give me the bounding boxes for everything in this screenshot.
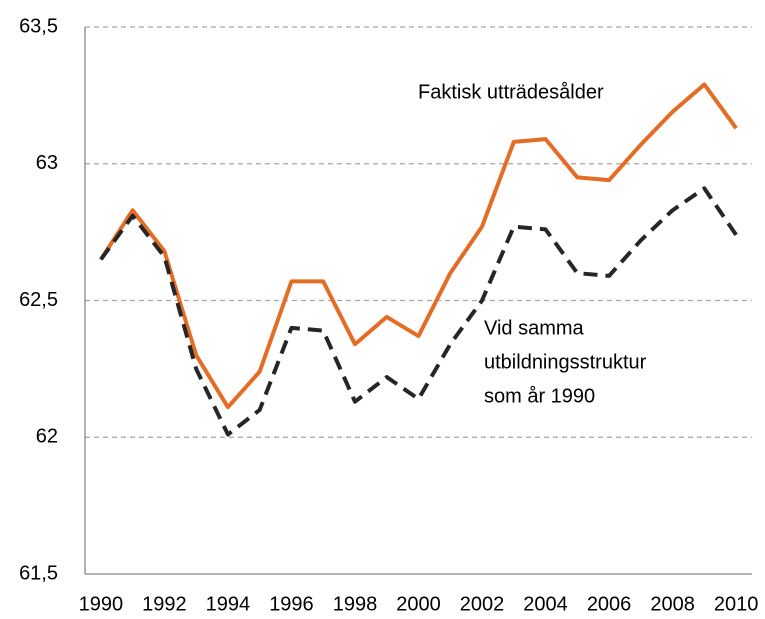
x-tick-label: 2006 xyxy=(587,593,632,615)
x-tick-label: 1992 xyxy=(142,593,187,615)
x-tick-label: 2004 xyxy=(523,593,568,615)
y-tick-label: 62 xyxy=(36,426,58,448)
x-tick-label: 2002 xyxy=(460,593,505,615)
x-tick-label: 2008 xyxy=(650,593,695,615)
x-tick-label: 1990 xyxy=(79,593,124,615)
x-tick-label: 1994 xyxy=(206,593,251,615)
y-tick-label: 61,5 xyxy=(19,562,58,584)
y-tick-label: 63,5 xyxy=(19,15,58,37)
series-label: Faktisk utträdesålder xyxy=(418,81,604,103)
y-tick-label: 62,5 xyxy=(19,289,58,311)
series-line xyxy=(99,186,738,437)
x-tick-label: 1996 xyxy=(269,593,314,615)
series-label: som år 1990 xyxy=(484,385,595,407)
y-tick-label: 63 xyxy=(36,152,58,174)
series-line xyxy=(99,82,738,410)
series-label: utbildningsstruktur xyxy=(484,351,647,373)
x-tick-label: 2000 xyxy=(396,593,441,615)
series-label: Vid samma xyxy=(484,317,585,339)
x-tick-label: 2010 xyxy=(714,593,759,615)
x-tick-label: 1998 xyxy=(333,593,378,615)
